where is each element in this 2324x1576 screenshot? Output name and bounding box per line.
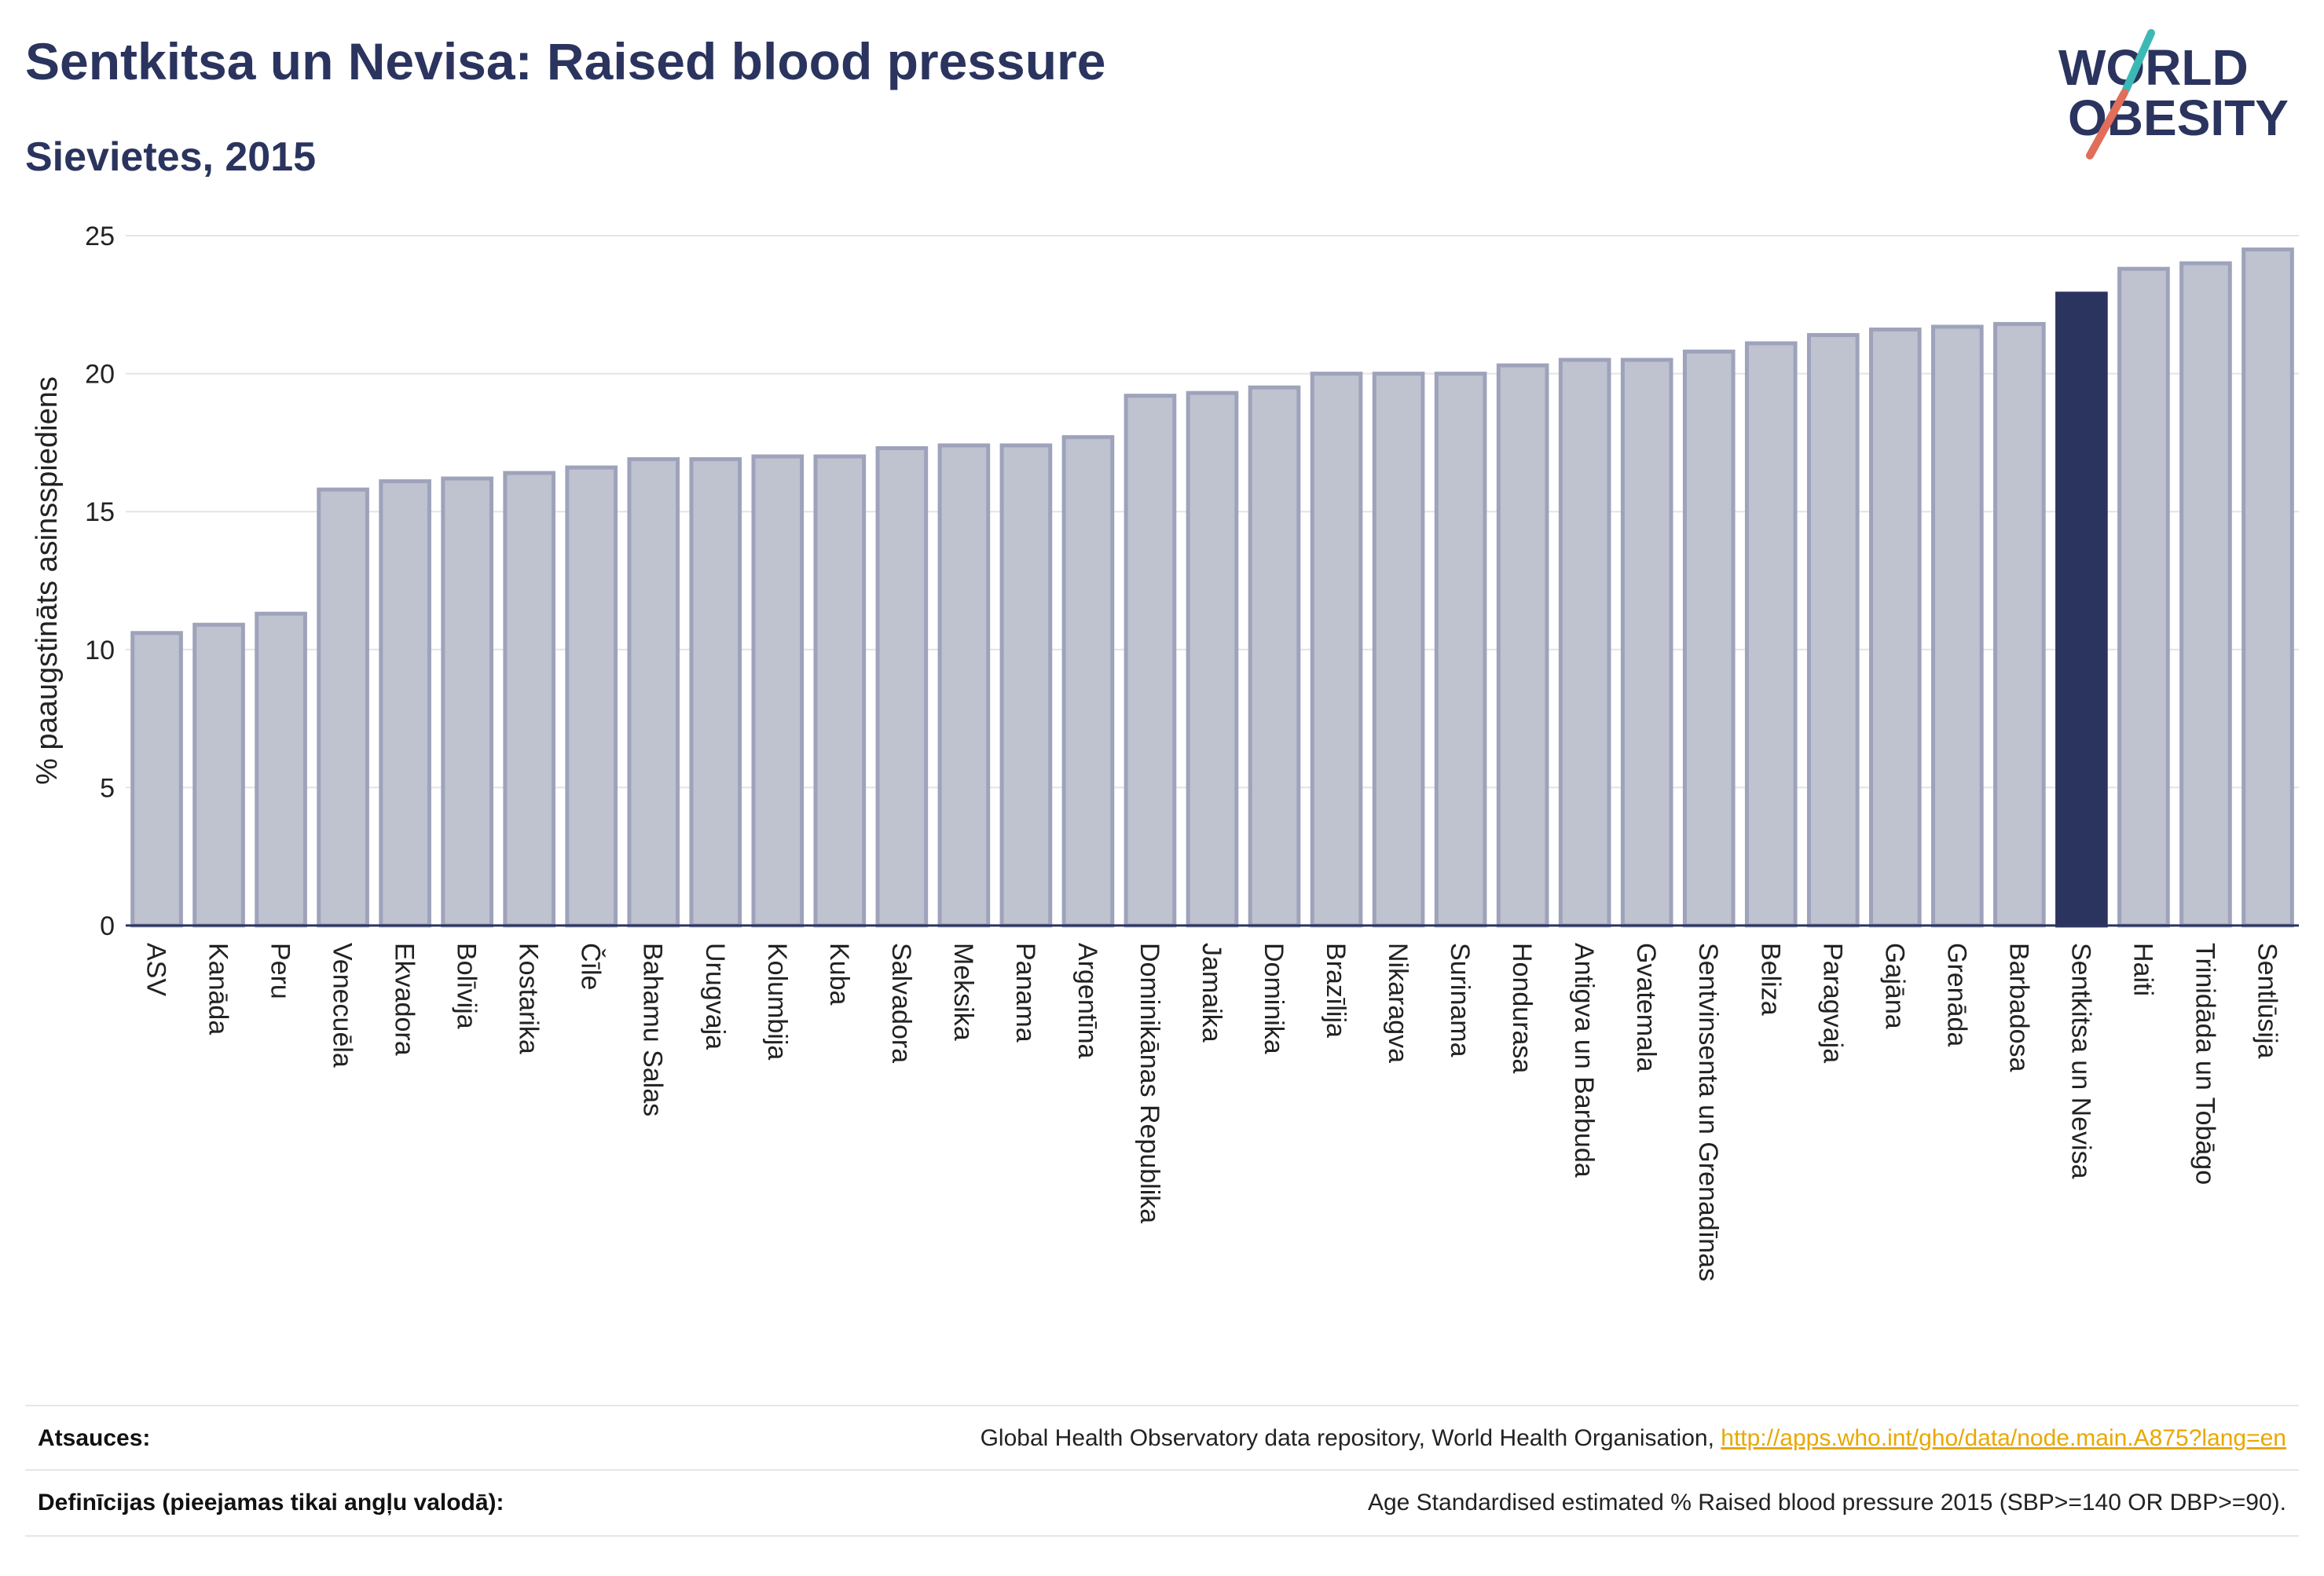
bar[interactable] [1434, 372, 1487, 928]
bar[interactable] [1372, 372, 1425, 928]
x-tick-label: Beliza [1755, 943, 1785, 1016]
y-tick-label: 20 [85, 360, 115, 390]
x-tick-label: Gajāna [1879, 943, 1909, 1029]
bar[interactable] [2179, 261, 2232, 928]
x-tick-label: Venecuēla [328, 943, 357, 1068]
bar[interactable] [379, 479, 431, 928]
x-tick-label: Antigva un Barbuda [1569, 943, 1599, 1178]
bar[interactable] [503, 471, 556, 928]
bar[interactable] [1620, 357, 1673, 928]
bar[interactable] [999, 443, 1053, 928]
bar[interactable] [441, 476, 493, 928]
x-tick-label: Argentīna [1072, 943, 1102, 1059]
x-tick-label: Bahamu Salas [638, 943, 668, 1116]
bar-chart: 0 5 10 15 20 25 % paaugstināts asinsspiediens A… [31, 222, 2299, 1281]
definitions-label: Definīcijas (pieejamas tikai angļu valod… [38, 1490, 504, 1516]
y-tick-label: 25 [85, 222, 115, 251]
x-tick-label: Ekvadora [390, 943, 420, 1056]
x-tick-label: Kuba [824, 943, 854, 1005]
bar[interactable] [2117, 266, 2170, 928]
x-tick-label: Barbadosa [2003, 943, 2033, 1072]
bar[interactable] [1931, 324, 1984, 928]
x-tick-label: Gvatemala [1631, 943, 1661, 1072]
definitions-row: Definīcijas (pieejamas tikai angļu valod… [25, 1469, 2299, 1537]
x-tick-label: Hondurasa [1507, 943, 1537, 1073]
bar[interactable] [1496, 363, 1549, 928]
y-tick-label: 15 [85, 497, 115, 527]
bar[interactable] [813, 454, 867, 928]
bar[interactable] [1806, 332, 1860, 928]
y-tick-label: 10 [85, 636, 115, 665]
definitions-value: Age Standardised estimated % Raised bloo… [1367, 1490, 2286, 1516]
sources-label: Atsauces: [38, 1425, 151, 1451]
sources-value: Global Health Observatory data repositor… [981, 1425, 2286, 1452]
chart-subtitle: Sievietes, 2015 [25, 134, 317, 180]
bar[interactable] [1310, 372, 1363, 928]
bar[interactable] [627, 456, 680, 928]
x-tick-label: Surinama [1445, 943, 1475, 1057]
x-tick-label: Čīle [576, 943, 606, 990]
x-tick-label: Meksika [948, 943, 978, 1041]
bar[interactable] [937, 443, 991, 928]
x-tick-label: Sentvinsenta un Grenadīnas [1693, 943, 1723, 1281]
y-tick-label: 5 [100, 773, 115, 803]
x-tick-label: Dominikānas Republika [1135, 943, 1164, 1223]
logo-line1: WORLD [2058, 39, 2249, 96]
bar[interactable] [317, 487, 369, 928]
x-tick-label: Grenāda [1941, 943, 1971, 1046]
bar[interactable] [255, 611, 307, 928]
bar[interactable] [689, 456, 742, 928]
bar[interactable] [2242, 247, 2294, 928]
x-tick-label: Dominika [1259, 943, 1288, 1054]
x-tick-label: Jamaika [1197, 943, 1226, 1043]
y-tick-label: 0 [100, 911, 115, 941]
bar[interactable] [1744, 341, 1798, 928]
bar[interactable] [1248, 385, 1301, 928]
sources-text: Global Health Observatory data repositor… [980, 1425, 1721, 1451]
bar[interactable] [1558, 357, 1611, 928]
bar[interactable] [1993, 321, 2046, 928]
bar[interactable] [1124, 394, 1177, 928]
x-tick-label: Urugvaja [700, 943, 730, 1050]
x-tick-label: Panama [1010, 943, 1040, 1043]
bar[interactable] [1061, 434, 1115, 928]
bar[interactable] [1186, 390, 1239, 928]
bar[interactable] [192, 622, 245, 928]
bar[interactable] [1868, 327, 1922, 928]
bar[interactable] [565, 465, 618, 928]
x-tick-label: Haiti [2128, 943, 2157, 996]
sources-row: Atsauces: Global Health Observatory data… [25, 1405, 2299, 1471]
sources-link[interactable]: http://apps.who.int/gho/data/node.main.A… [1721, 1425, 2286, 1451]
x-tick-label: Brazīlija [1321, 943, 1351, 1038]
x-tick-label: Kolumbija [762, 943, 792, 1060]
x-tick-label: Peru [266, 943, 295, 999]
bar[interactable] [130, 631, 183, 928]
x-tick-label: Bolīvija [452, 943, 482, 1029]
x-tick-label: Kostarika [514, 943, 544, 1054]
bar[interactable] [1682, 350, 1736, 928]
x-tick-label: ASV [141, 943, 171, 996]
x-tick-label: Kanāda [203, 943, 233, 1035]
y-axis-label: % paaugstināts asinsspiediens [31, 376, 64, 785]
x-tick-label: Sentkitsa un Nevisa [2066, 943, 2095, 1179]
bar[interactable] [2055, 291, 2108, 928]
x-tick-label: Nikaragva [1383, 943, 1413, 1063]
world-obesity-logo: WORLD OBESITY [2043, 24, 2310, 165]
x-tick-label: Paragvaja [1817, 943, 1847, 1063]
x-tick-label: Salvadora [886, 943, 916, 1063]
bar[interactable] [751, 454, 805, 928]
bar[interactable] [875, 445, 929, 928]
chart-title: Sentkitsa un Nevisa: Raised blood pressu… [25, 32, 1106, 90]
x-tick-label: Trinidāda un Tobāgo [2190, 943, 2220, 1185]
world-obesity-logo-icon: WORLD OBESITY [2058, 29, 2289, 159]
x-tick-label: Sentlūsija [2252, 943, 2282, 1059]
